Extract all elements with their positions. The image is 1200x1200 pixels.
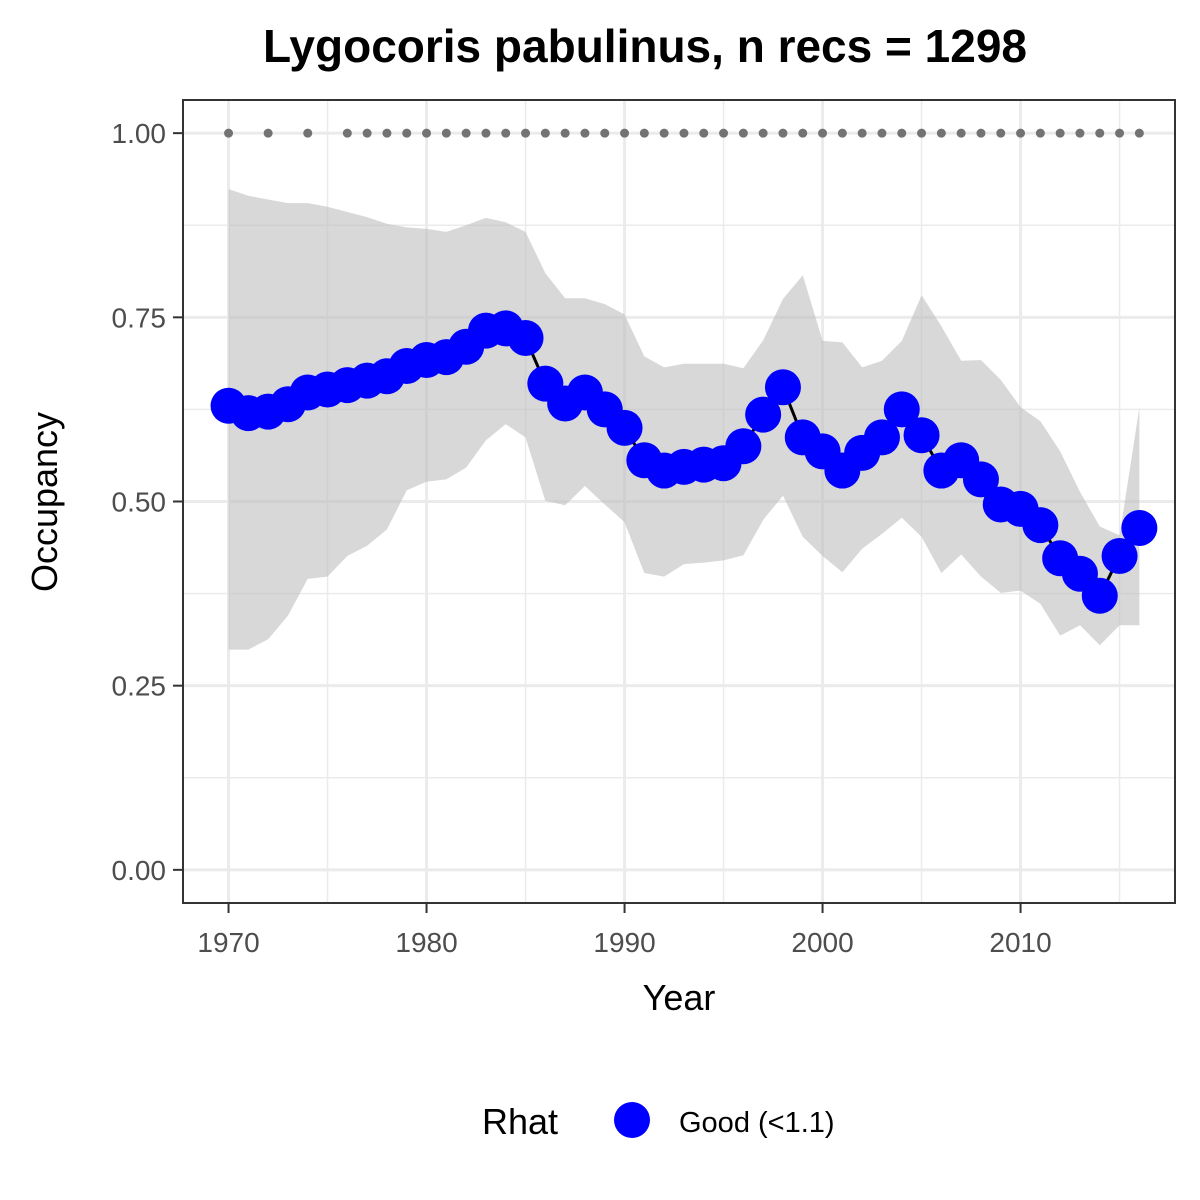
record-year-dot [1095,128,1105,138]
y-axis: 0.00 0.25 0.50 0.75 1.00 [112,118,183,886]
occupancy-point [883,391,920,428]
x-axis-label: Year [643,977,716,1018]
record-year-dot [897,128,907,138]
record-year-dot [1134,128,1144,138]
x-tick-label: 1970 [197,927,259,958]
record-year-dot [1055,128,1065,138]
legend-key-point [614,1102,650,1138]
record-year-dot [620,128,630,138]
record-year-dot [738,128,748,138]
occupancy-point [606,409,643,446]
x-axis: 1970 1980 1990 2000 2010 [197,903,1052,958]
record-year-dot [402,128,412,138]
y-tick-label: 0.00 [112,855,167,886]
record-year-dot [699,128,709,138]
y-tick-label: 0.50 [112,487,167,518]
record-year-dot [857,128,867,138]
record-year-dot [481,128,491,138]
confidence-ribbon [228,189,1140,650]
occupancy-point [507,319,544,356]
record-year-dot [441,128,451,138]
occupancy-point [863,419,900,456]
record-year-dot [877,128,887,138]
x-tick-label: 1980 [395,927,457,958]
legend-title: Rhat [482,1101,558,1142]
record-year-dot [798,128,808,138]
legend: Rhat Good (<1.1) [482,1101,835,1142]
y-tick-label: 0.25 [112,671,167,702]
record-year-dot [362,128,372,138]
record-year-dot [303,128,313,138]
occupancy-point [764,369,801,406]
y-tick-label: 0.75 [112,302,167,333]
record-year-dot [540,128,550,138]
record-year-dot [422,128,432,138]
occupancy-points-layer [210,310,1158,614]
record-year-dot [976,128,986,138]
record-year-dot [778,128,788,138]
record-year-dot [758,128,768,138]
record-year-dot [837,128,847,138]
x-tick-label: 2010 [989,927,1051,958]
occupancy-point [903,417,940,454]
y-axis-label: Occupancy [24,412,65,592]
record-year-dot [263,128,273,138]
occupancy-point [1121,510,1158,547]
record-year-dot [342,128,352,138]
occupancy-point [1101,538,1138,575]
record-year-dot [560,128,570,138]
record-year-dot [600,128,610,138]
record-year-dot [639,128,649,138]
record-year-dot [1016,128,1026,138]
record-year-dot [936,128,946,138]
confidence-ribbon-layer [228,189,1140,650]
occupancy-point [962,461,999,498]
record-year-dot [818,128,828,138]
record-year-dot [679,128,689,138]
chart-title: Lygocoris pabulinus, n recs = 1298 [263,20,1027,72]
record-year-dot [719,128,729,138]
record-year-dot [917,128,927,138]
record-year-dot [956,128,966,138]
x-tick-label: 1990 [593,927,655,958]
x-tick-label: 2000 [791,927,853,958]
record-year-dot [580,128,590,138]
record-year-dot [1075,128,1085,138]
legend-item-label: Good (<1.1) [679,1107,835,1139]
record-year-dot [996,128,1006,138]
record-year-dot [659,128,669,138]
occupancy-point [725,428,762,465]
record-years-layer [224,128,1144,138]
occupancy-point [745,396,782,433]
record-year-dot [521,128,531,138]
record-year-dot [461,128,471,138]
record-year-dot [224,128,234,138]
record-year-dot [382,128,392,138]
record-year-dot [1035,128,1045,138]
occupancy-point [1022,507,1059,544]
occupancy-point [1081,577,1118,614]
record-year-dot [1115,128,1125,138]
y-tick-label: 1.00 [112,118,167,149]
record-year-dot [501,128,511,138]
